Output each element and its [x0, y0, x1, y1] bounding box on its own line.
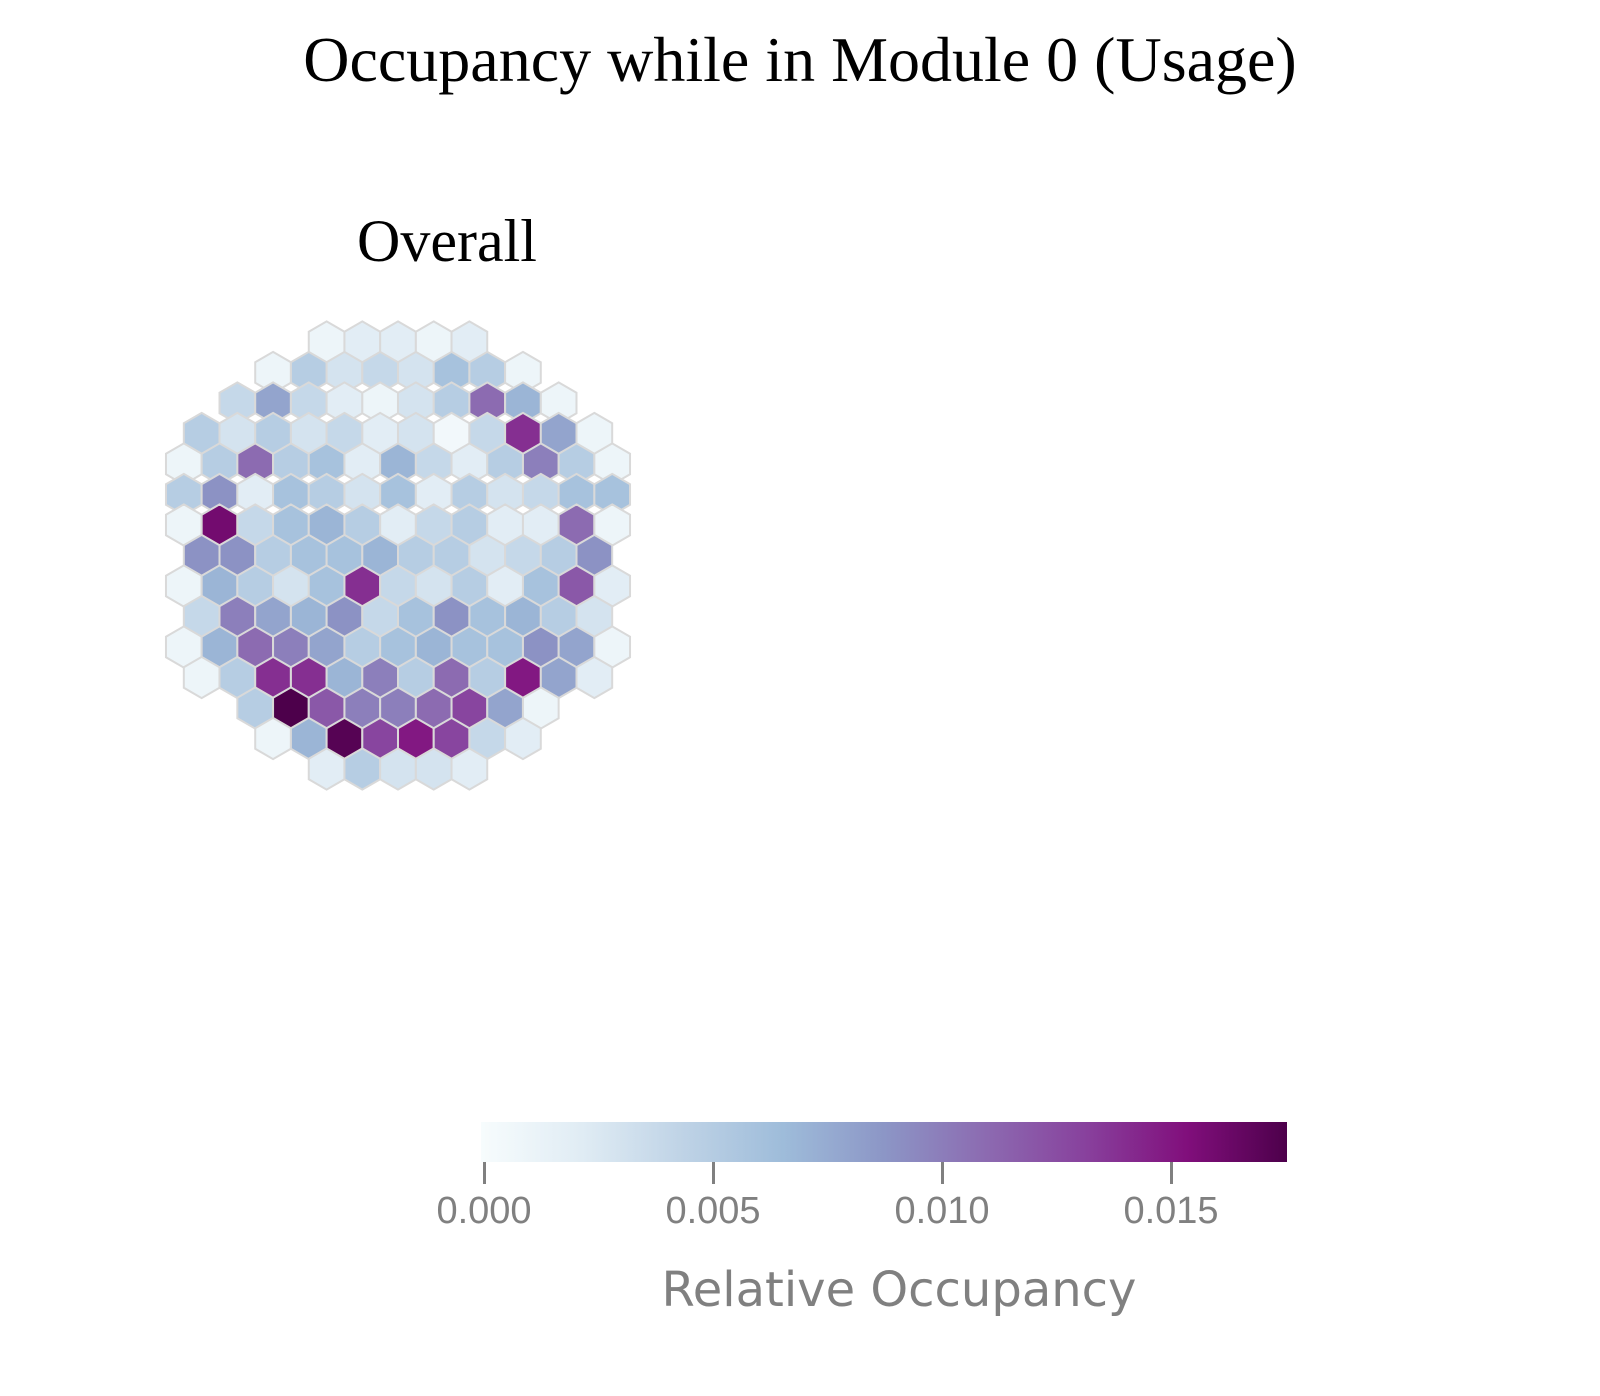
- hex-cell: [379, 747, 417, 791]
- hex-cell: [450, 747, 489, 791]
- colorbar-tick-mark: [482, 1162, 486, 1184]
- colorbar-tick-mark: [711, 1162, 715, 1184]
- colorbar-tick-label: 0.005: [665, 1190, 761, 1232]
- colorbar-tick-mark: [1169, 1162, 1173, 1184]
- colorbar-tick-label: 0.015: [1123, 1190, 1219, 1232]
- hex-cell: [182, 655, 221, 700]
- colorbar-label: Relative Occupancy: [661, 1262, 1137, 1318]
- colorbar: [481, 1122, 1287, 1162]
- subplot-title: Overall: [357, 208, 537, 274]
- colorbar-gradient: [481, 1122, 1287, 1162]
- hex-cell: [343, 747, 382, 791]
- hex-cell: [307, 747, 346, 791]
- hex-cell: [414, 747, 453, 791]
- hex-cell: [575, 655, 614, 700]
- hex-cell: [504, 716, 542, 761]
- page-title: Occupancy while in Module 0 (Usage): [303, 24, 1297, 95]
- colorbar-tick-label: 0.000: [436, 1190, 532, 1232]
- colorbar-tick-mark: [940, 1162, 944, 1184]
- colorbar-tick-label: 0.010: [894, 1190, 990, 1232]
- hex-cell: [254, 716, 292, 761]
